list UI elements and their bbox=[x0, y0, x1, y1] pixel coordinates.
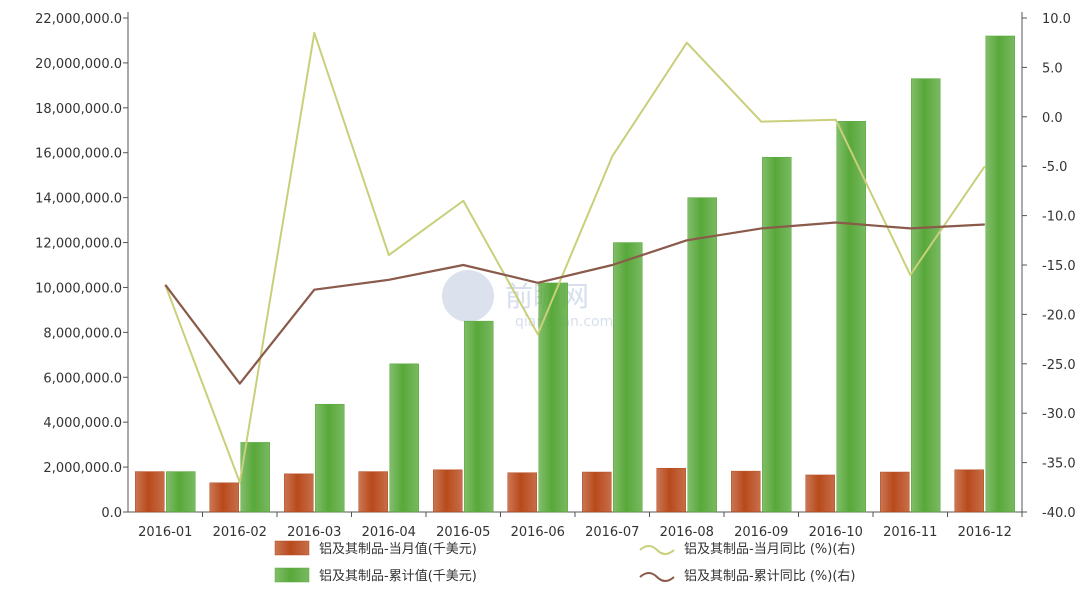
bar-cumulative-value bbox=[538, 282, 568, 513]
bar-cumulative-value bbox=[315, 403, 345, 513]
legend: 铝及其制品-当月值(千美元) 铝及其制品-累计值(千美元) 铝及其制品-当月同比 (… bbox=[274, 540, 855, 584]
legend-swatch-bar bbox=[274, 567, 310, 583]
bar-cumulative-value bbox=[836, 121, 866, 513]
x-tick-label: 2016-09 bbox=[734, 525, 788, 540]
x-tick-label: 2016-06 bbox=[511, 525, 565, 540]
bar-monthly-value bbox=[731, 470, 761, 513]
right-tick-label: -30.0 bbox=[1042, 407, 1076, 422]
line-cumulative-yoy bbox=[164, 221, 985, 385]
bar-monthly-value bbox=[358, 471, 388, 513]
legend-swatch-line bbox=[639, 545, 675, 555]
bar-monthly-value bbox=[507, 472, 537, 513]
left-tick-label: 12,000,000.0 bbox=[35, 237, 122, 252]
bar-cumulative-value bbox=[240, 442, 270, 513]
bar-monthly-value bbox=[805, 474, 835, 513]
legend-label: 铝及其制品-累计同比 (%)(右) bbox=[684, 569, 855, 584]
left-tick-label: 22,000,000.0 bbox=[35, 12, 122, 27]
bar-monthly-value bbox=[284, 473, 314, 513]
x-tick-label: 2016-04 bbox=[362, 525, 416, 540]
legend-label: 铝及其制品-当月值(千美元) bbox=[319, 541, 477, 557]
right-tick-label: -35.0 bbox=[1042, 457, 1076, 472]
x-tick-label: 2016-12 bbox=[958, 525, 1012, 540]
x-tick-label: 2016-01 bbox=[138, 525, 192, 540]
right-tick-label: -10.0 bbox=[1042, 210, 1076, 225]
left-tick-label: 8,000,000.0 bbox=[43, 326, 122, 341]
bar-monthly-value bbox=[582, 471, 612, 513]
bar-monthly-value bbox=[954, 469, 984, 513]
x-tick-label: 2016-02 bbox=[213, 525, 267, 540]
axes: 0.0 2,000,000.0 4,000,000.0 6,000,000.0 8,00… bbox=[35, 12, 1076, 540]
bar-cumulative-value bbox=[166, 471, 196, 513]
lines bbox=[164, 31, 986, 484]
right-tick-label: 10.0 bbox=[1042, 12, 1071, 27]
left-tick-label: 10,000,000.0 bbox=[35, 281, 122, 296]
left-tick-label: 0.0 bbox=[101, 506, 122, 521]
x-tick-label: 2016-03 bbox=[287, 525, 341, 540]
right-tick-label: -25.0 bbox=[1042, 358, 1076, 373]
line-monthly-yoy bbox=[164, 31, 986, 484]
bar-cumulative-value bbox=[911, 78, 941, 513]
bar-cumulative-value bbox=[389, 363, 419, 513]
bar-cumulative-value bbox=[762, 156, 792, 513]
legend-swatch-line bbox=[639, 572, 675, 582]
right-tick-label: 5.0 bbox=[1042, 61, 1063, 76]
left-tick-label: 18,000,000.0 bbox=[35, 102, 122, 117]
bar-cumulative-value bbox=[464, 320, 494, 513]
bar-cumulative-value bbox=[613, 242, 643, 513]
legend-label: 铝及其制品-累计值(千美元) bbox=[319, 568, 477, 584]
bar-monthly-value bbox=[433, 469, 463, 513]
left-tick-label: 2,000,000.0 bbox=[43, 461, 122, 476]
legend-swatch-bar bbox=[274, 540, 310, 556]
bar-cumulative-value bbox=[985, 35, 1015, 513]
left-tick-label: 16,000,000.0 bbox=[35, 147, 122, 162]
x-tick-label: 2016-07 bbox=[585, 525, 639, 540]
bar-monthly-value bbox=[656, 467, 686, 513]
left-tick-label: 6,000,000.0 bbox=[43, 371, 122, 386]
left-tick-label: 4,000,000.0 bbox=[43, 416, 122, 431]
x-tick-label: 2016-08 bbox=[660, 525, 714, 540]
x-tick-label: 2016-11 bbox=[883, 525, 937, 540]
legend-label: 铝及其制品-当月同比 (%)(右) bbox=[684, 542, 855, 557]
bar-cumulative-value bbox=[687, 197, 717, 513]
x-tick-label: 2016-10 bbox=[809, 525, 863, 540]
right-tick-label: -15.0 bbox=[1042, 259, 1076, 274]
bar-monthly-value bbox=[135, 471, 165, 513]
x-tick-label: 2016-05 bbox=[436, 525, 490, 540]
left-tick-label: 14,000,000.0 bbox=[35, 192, 122, 207]
bars bbox=[135, 35, 1015, 513]
watermark-logo bbox=[442, 270, 494, 322]
right-tick-label: -20.0 bbox=[1042, 308, 1076, 323]
left-tick-label: 20,000,000.0 bbox=[35, 57, 122, 72]
right-tick-label: -5.0 bbox=[1042, 160, 1067, 175]
bar-monthly-value bbox=[209, 482, 239, 513]
bar-monthly-value bbox=[880, 471, 910, 513]
right-tick-label: 0.0 bbox=[1042, 111, 1063, 126]
right-tick-label: -40.0 bbox=[1042, 506, 1076, 521]
